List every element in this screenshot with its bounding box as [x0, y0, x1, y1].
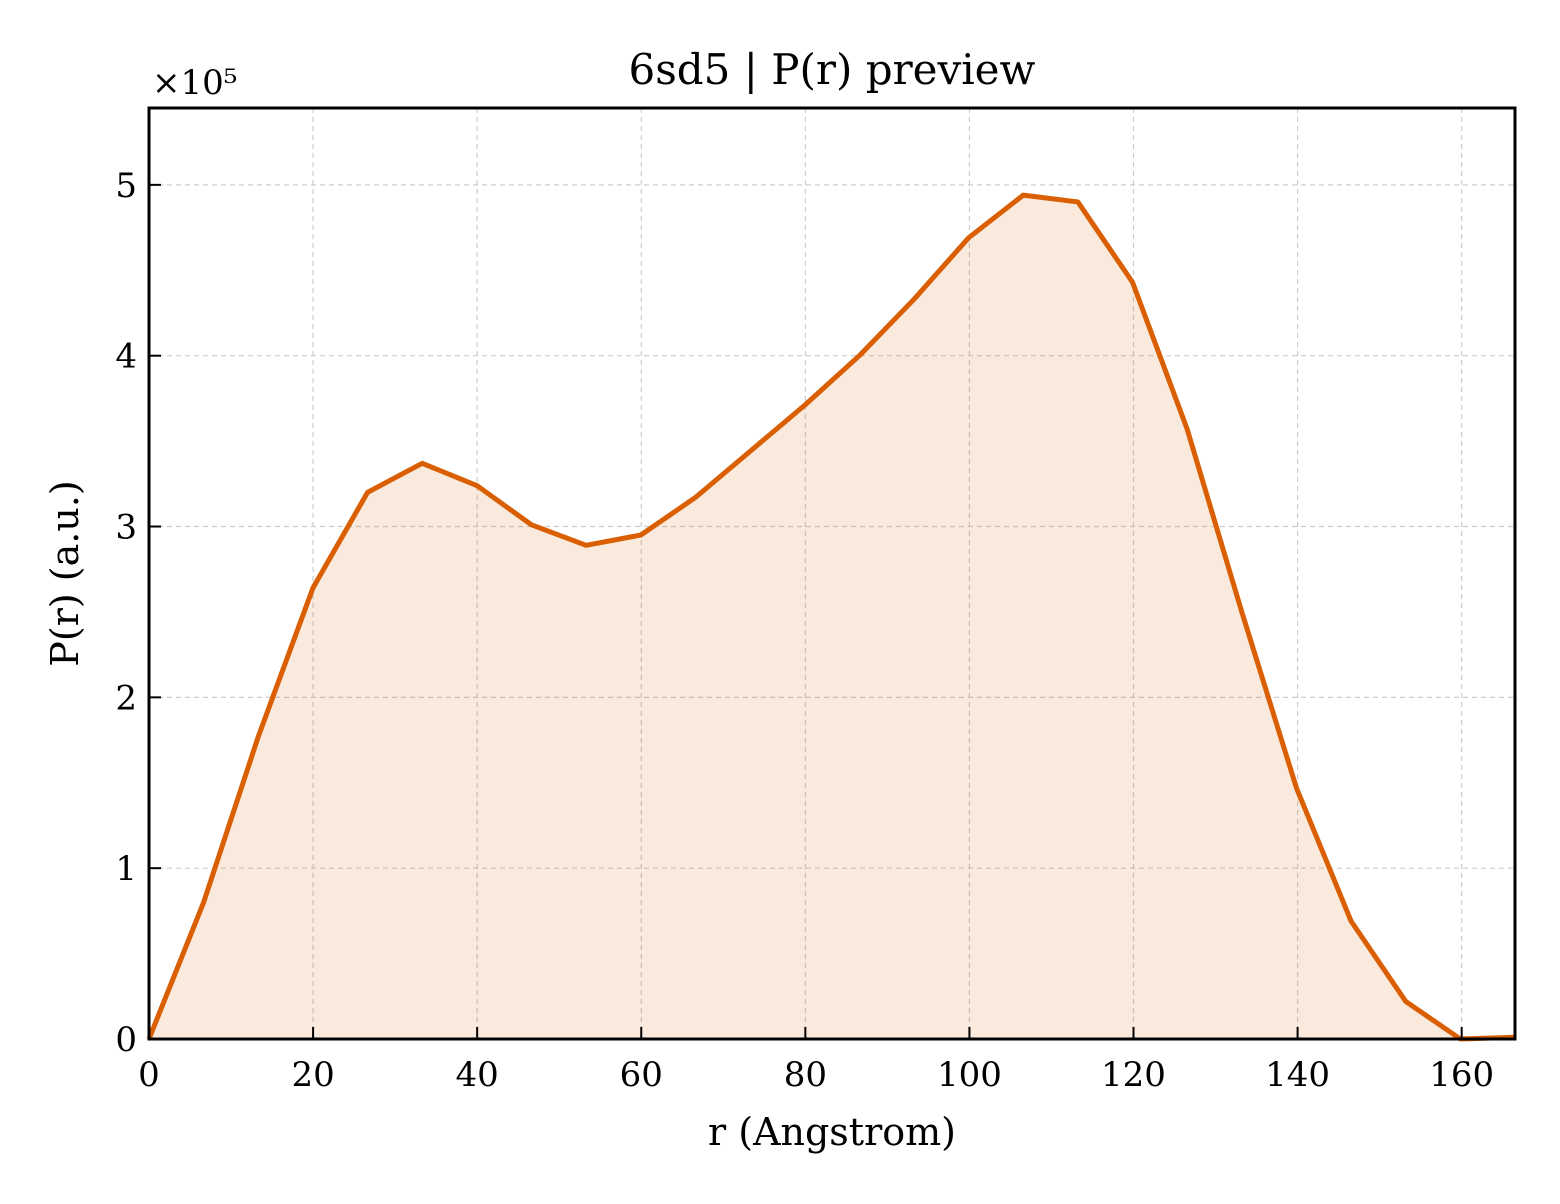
x-tick-label: 140 [1265, 1055, 1330, 1095]
x-tick-label: 60 [620, 1055, 663, 1095]
x-tick-label: 120 [1101, 1055, 1166, 1095]
y-tick-label: 4 [115, 337, 137, 377]
chart-title: 6sd5 | P(r) preview [629, 45, 1036, 94]
y-tick-label: 0 [115, 1020, 137, 1060]
x-tick-label: 100 [937, 1055, 1002, 1095]
y-tick-label: 5 [115, 166, 137, 206]
x-tick-label: 0 [138, 1055, 160, 1095]
y-tick-label: 2 [115, 678, 137, 718]
y-tick-label: 1 [115, 849, 137, 889]
y-axis-label: P(r) (a.u.) [43, 480, 87, 666]
x-tick-label: 40 [456, 1055, 499, 1095]
y-tick-label: 3 [115, 508, 137, 548]
x-tick-label: 20 [291, 1055, 334, 1095]
y-axis-offset-label: ×10⁵ [152, 63, 237, 103]
x-axis-label: r (Angstrom) [708, 1110, 956, 1154]
x-tick-label: 160 [1429, 1055, 1494, 1095]
x-tick-label: 80 [784, 1055, 827, 1095]
